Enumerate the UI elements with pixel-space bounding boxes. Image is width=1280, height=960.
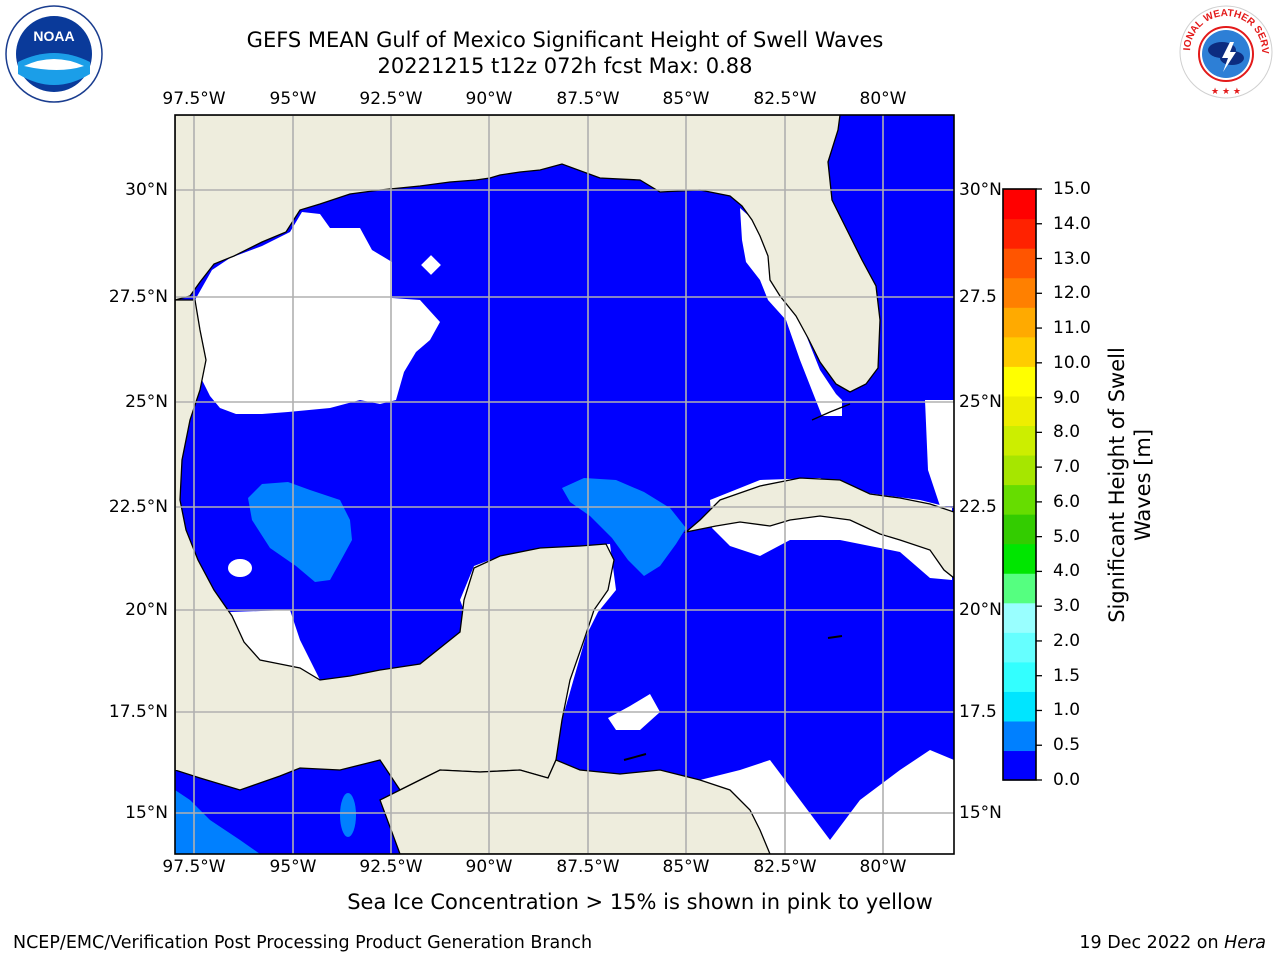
svg-text:★ ★ ★: ★ ★ ★ — [1211, 87, 1241, 97]
colorbar-tick-label: 1.0 — [1053, 700, 1081, 721]
lon-label-top: 87.5°W — [556, 89, 620, 109]
swell-patch-pacific — [175, 790, 260, 854]
noaa-logo: NOAA — [5, 5, 103, 103]
colorbar-tick-label: 10.0 — [1053, 352, 1091, 373]
colorbar-band — [1003, 691, 1036, 722]
lat-label-left: 15°N — [125, 803, 168, 823]
colorbar-band — [1003, 454, 1036, 486]
lon-label-bottom: 87.5°W — [556, 857, 620, 877]
colorbar-tick-label: 8.0 — [1053, 422, 1081, 443]
white-area-caribbean — [700, 750, 954, 854]
colorbar-band — [1003, 750, 1036, 781]
colorbar-tick-label: 0.5 — [1053, 735, 1081, 756]
lon-label-top: 95°W — [269, 89, 317, 109]
colorbar-tick-label: 6.0 — [1053, 491, 1081, 512]
colorbar-tick-label: 1.5 — [1053, 665, 1081, 686]
footer-date: 19 Dec 2022 on Hera — [1079, 933, 1266, 953]
sea-ice-note: Sea Ice Concentration > 15% is shown in … — [347, 890, 933, 914]
white-area-east-atlantic — [925, 400, 954, 506]
colorbar-tick-label: 3.0 — [1053, 596, 1081, 617]
colorbar-band — [1003, 336, 1036, 367]
lon-label-top: 80°W — [859, 89, 907, 109]
lat-label-right: 25°N — [959, 392, 1002, 412]
map-frame — [174, 114, 955, 855]
lon-label-bottom: 92.5°W — [359, 857, 423, 877]
colorbar-band — [1003, 602, 1036, 633]
lon-label-bottom: 95°W — [269, 857, 317, 877]
white-area-nw-gulf — [195, 212, 440, 414]
swell-patch-central — [562, 478, 686, 576]
colorbar-tick-label: 13.0 — [1053, 248, 1091, 269]
lat-label-right: 30°N — [959, 180, 1002, 200]
colorbar-band — [1003, 514, 1036, 545]
colorbar-band — [1003, 248, 1036, 279]
land-cuba — [683, 477, 954, 579]
colorbar-band — [1003, 632, 1036, 663]
lat-label-right: 15°N — [959, 803, 1002, 823]
colorbar-label-line2: Waves [m] — [1131, 428, 1155, 542]
lat-label-right: 22.5 — [959, 497, 997, 517]
lon-label-top: 92.5°W — [359, 89, 423, 109]
lat-label-right: 17.5 — [959, 702, 997, 722]
colorbar-band — [1003, 395, 1036, 426]
chart-subtitle: 20221215 t12z 072h fcst Max: 0.88 — [377, 54, 753, 78]
chart-title: GEFS MEAN Gulf of Mexico Significant Hei… — [246, 28, 884, 52]
land-florida-keys — [811, 403, 851, 421]
gridlines — [175, 115, 954, 854]
footer-credit: NCEP/EMC/Verification Post Processing Pr… — [13, 933, 593, 953]
colorbar-label-line1: Significant Height of Swell — [1105, 347, 1129, 623]
lat-label-left: 25°N — [125, 392, 168, 412]
colorbar-tick-label: 2.0 — [1053, 630, 1081, 651]
colorbar-label: Significant Height of Swell Waves [m] — [1104, 347, 1156, 623]
lon-label-bottom: 85°W — [662, 857, 710, 877]
colorbar-band — [1003, 543, 1036, 574]
colorbar-band — [1003, 366, 1036, 397]
colorbar-band — [1003, 277, 1036, 308]
colorbar-tick-label: 5.0 — [1053, 526, 1081, 547]
lon-label-top: 85°W — [662, 89, 710, 109]
colorbar-tick-label: 15.0 — [1053, 179, 1091, 199]
colorbar-tick-label: 12.0 — [1053, 283, 1091, 304]
white-area-east-gulf — [740, 208, 842, 416]
colorbar-band — [1003, 189, 1036, 220]
colorbar-band — [1003, 661, 1036, 692]
lat-label-left: 20°N — [125, 600, 168, 620]
lon-label-bottom: 80°W — [859, 857, 907, 877]
svg-text:NOAA: NOAA — [33, 28, 74, 44]
land-central-america — [379, 759, 771, 854]
footer-date-text: 19 Dec 2022 on — [1079, 933, 1225, 953]
lon-label-top: 97.5°W — [162, 89, 226, 109]
lon-label-bottom: 97.5°W — [162, 857, 226, 877]
lat-label-left: 17.5°N — [108, 702, 168, 722]
colorbar-band — [1003, 307, 1036, 338]
lat-label-right: 27.5 — [959, 287, 997, 307]
colorbar-tick-label: 14.0 — [1053, 213, 1091, 234]
colorbar-tick-label: 9.0 — [1053, 387, 1081, 408]
lon-label-bottom: 82.5°W — [753, 857, 817, 877]
colorbar-band — [1003, 425, 1036, 456]
nws-logo: NATIONAL WEATHER SERVICE ★ ★ ★ — [1176, 2, 1273, 99]
lat-label-left: 27.5°N — [108, 287, 168, 307]
lat-label-left: 30°N — [125, 180, 168, 200]
lat-label-left: 22.5°N — [108, 497, 168, 517]
lon-label-top: 90°W — [465, 89, 513, 109]
lon-label-top: 82.5°W — [753, 89, 817, 109]
colorbar-band — [1003, 484, 1036, 515]
colorbar-band — [1003, 573, 1036, 604]
colorbar-band — [1003, 720, 1036, 752]
colorbar-tick-label: 7.0 — [1053, 457, 1081, 478]
lon-label-bottom: 90°W — [465, 857, 513, 877]
footer-host: Hera — [1224, 933, 1266, 953]
colorbar — [1002, 188, 1042, 781]
colorbar-tick-label: 11.0 — [1053, 318, 1091, 339]
colorbar-tick-label: 0.0 — [1053, 770, 1081, 790]
colorbar-tick-label: 4.0 — [1053, 561, 1081, 582]
lat-label-right: 20°N — [959, 600, 1002, 620]
colorbar-band — [1003, 218, 1036, 249]
land-yucatan-islands — [623, 635, 843, 761]
